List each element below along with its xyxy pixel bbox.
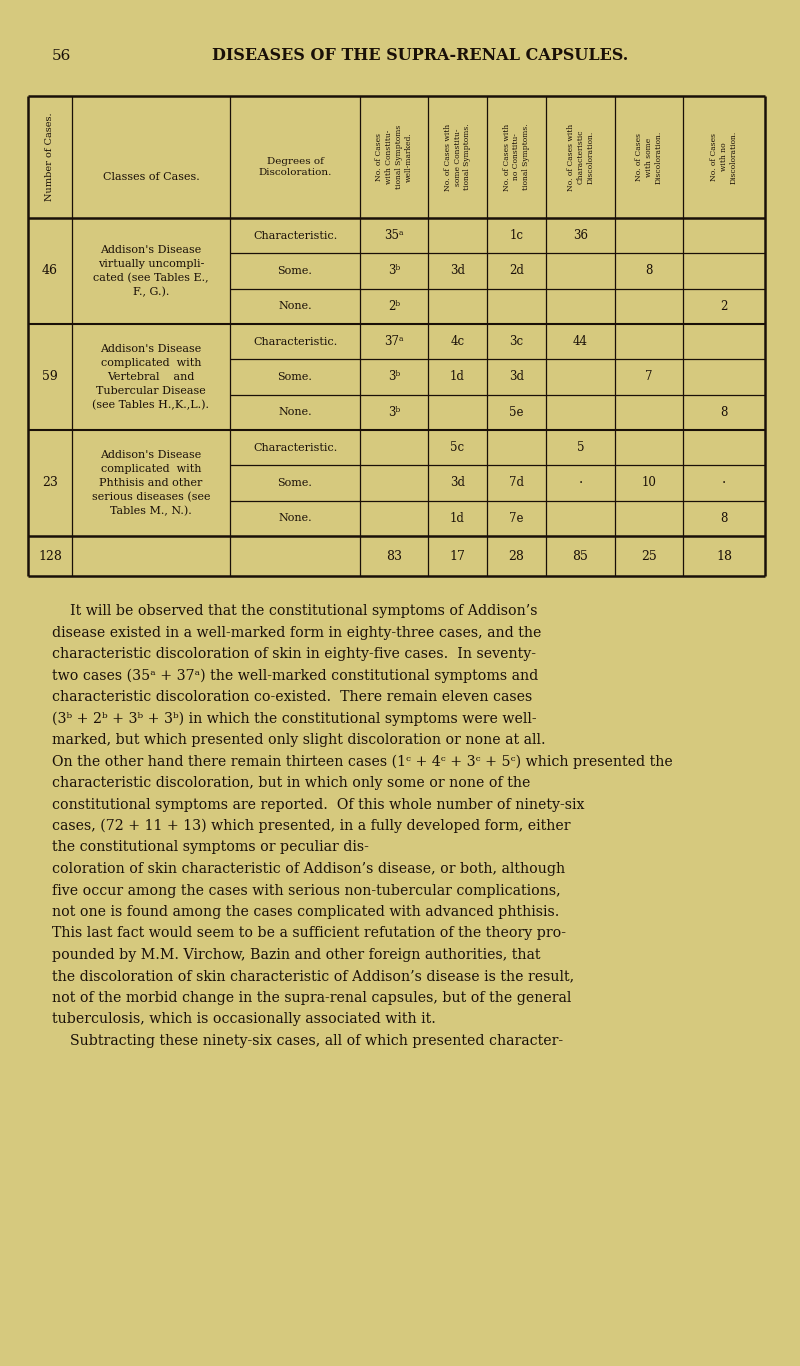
Text: Addison's Disease: Addison's Disease (100, 449, 202, 460)
Text: the discoloration of skin characteristic of Addison’s disease is the result,: the discoloration of skin characteristic… (52, 970, 574, 984)
Text: ·: · (578, 475, 582, 490)
Text: 1d: 1d (450, 512, 465, 525)
Text: 1c: 1c (510, 229, 523, 242)
Text: 10: 10 (642, 477, 657, 489)
Text: Characteristic.: Characteristic. (253, 443, 337, 452)
Text: 8: 8 (720, 512, 728, 525)
Text: 5e: 5e (510, 406, 524, 419)
Text: 36: 36 (573, 229, 588, 242)
Text: five occur among the cases with serious non-tubercular complications,: five occur among the cases with serious … (52, 884, 561, 897)
Text: 83: 83 (386, 549, 402, 563)
Text: No. of Cases
with some
Discoloration.: No. of Cases with some Discoloration. (635, 130, 662, 183)
Text: Tubercular Disease: Tubercular Disease (96, 387, 206, 396)
Text: Some.: Some. (278, 266, 313, 276)
Text: Some.: Some. (278, 478, 313, 488)
Text: No. of Cases with
some Constitu-
tional Symptoms.: No. of Cases with some Constitu- tional … (444, 123, 471, 191)
Text: 5c: 5c (450, 441, 465, 454)
Text: 4c: 4c (450, 335, 465, 348)
Text: 18: 18 (716, 549, 732, 563)
Text: 37ᵃ: 37ᵃ (384, 335, 404, 348)
Text: Number of Cases.: Number of Cases. (46, 112, 54, 201)
Text: On the other hand there remain thirteen cases (1ᶜ + 4ᶜ + 3ᶜ + 5ᶜ) which presente: On the other hand there remain thirteen … (52, 754, 673, 769)
Text: 17: 17 (450, 549, 466, 563)
Text: 44: 44 (573, 335, 588, 348)
Text: None.: None. (278, 302, 312, 311)
Text: Degrees of
Discoloration.: Degrees of Discoloration. (258, 157, 332, 178)
Text: ·: · (722, 475, 726, 490)
Text: marked, but which presented only slight discoloration or none at all.: marked, but which presented only slight … (52, 734, 546, 747)
Text: It will be observed that the constitutional symptoms of Addison’s: It will be observed that the constitutio… (52, 604, 538, 617)
Text: Subtracting these ninety-six cases, all of which presented character-: Subtracting these ninety-six cases, all … (52, 1034, 563, 1048)
Text: 28: 28 (509, 549, 525, 563)
Text: characteristic discoloration of skin in eighty-five cases.  In seventy-: characteristic discoloration of skin in … (52, 647, 536, 661)
Text: DISEASES OF THE SUPRA-RENAL CAPSULES.: DISEASES OF THE SUPRA-RENAL CAPSULES. (212, 48, 628, 64)
Text: the constitutional symptoms or peculiar dis-: the constitutional symptoms or peculiar … (52, 840, 369, 855)
Text: No. of Cases with
no Constitu-
tional Symptoms.: No. of Cases with no Constitu- tional Sy… (502, 123, 530, 191)
Text: two cases (35ᵃ + 37ᵃ) the well-marked constitutional symptoms and: two cases (35ᵃ + 37ᵃ) the well-marked co… (52, 668, 538, 683)
Text: Vertebral    and: Vertebral and (107, 372, 194, 382)
Text: tuberculosis, which is occasionally associated with it.: tuberculosis, which is occasionally asso… (52, 1012, 436, 1026)
Text: 85: 85 (573, 549, 589, 563)
Text: 8: 8 (646, 265, 653, 277)
Text: 2ᵇ: 2ᵇ (388, 299, 400, 313)
Text: cases, (72 + 11 + 13) which presented, in a fully developed form, either: cases, (72 + 11 + 13) which presented, i… (52, 820, 570, 833)
Text: No. of Cases with
Characteristic
Discoloration.: No. of Cases with Characteristic Discolo… (566, 123, 594, 191)
Text: cated (see Tables E.,: cated (see Tables E., (93, 273, 209, 283)
Text: constitutional symptoms are reported.  Of this whole number of ninety-six: constitutional symptoms are reported. Of… (52, 798, 585, 811)
Text: 7d: 7d (509, 477, 524, 489)
Text: 5: 5 (577, 441, 584, 454)
Text: 2d: 2d (509, 265, 524, 277)
Text: Some.: Some. (278, 372, 313, 382)
Text: 7: 7 (646, 370, 653, 384)
Text: 3d: 3d (450, 265, 465, 277)
Text: 7e: 7e (510, 512, 524, 525)
Text: (see Tables H.,K.,L.).: (see Tables H.,K.,L.). (93, 400, 210, 410)
Text: Characteristic.: Characteristic. (253, 336, 337, 347)
Text: None.: None. (278, 407, 312, 418)
Text: complicated  with: complicated with (101, 464, 202, 474)
Text: No. of Cases
with Constitu-
tional Symptoms
well-marked.: No. of Cases with Constitu- tional Sympt… (375, 124, 413, 189)
Text: 3d: 3d (450, 477, 465, 489)
Text: 3d: 3d (509, 370, 524, 384)
Text: 46: 46 (42, 265, 58, 277)
Text: serious diseases (see: serious diseases (see (92, 492, 210, 503)
Text: This last fact would seem to be a sufficient refutation of the theory pro-: This last fact would seem to be a suffic… (52, 926, 566, 941)
Text: 35ᵃ: 35ᵃ (384, 229, 404, 242)
Text: 1d: 1d (450, 370, 465, 384)
Text: 3c: 3c (510, 335, 523, 348)
Text: 59: 59 (42, 370, 58, 384)
Text: 2: 2 (720, 299, 728, 313)
Text: coloration of skin characteristic of Addison’s disease, or both, although: coloration of skin characteristic of Add… (52, 862, 565, 876)
Text: Addison's Disease: Addison's Disease (100, 344, 202, 354)
Text: disease existed in a well-marked form in eighty-three cases, and the: disease existed in a well-marked form in… (52, 626, 542, 639)
Text: not one is found among the cases complicated with advanced phthisis.: not one is found among the cases complic… (52, 906, 559, 919)
Text: 3ᵇ: 3ᵇ (388, 406, 400, 419)
Text: Characteristic.: Characteristic. (253, 231, 337, 240)
Text: No. of Cases
with no
Discoloration.: No. of Cases with no Discoloration. (710, 130, 738, 183)
Text: F., G.).: F., G.). (133, 287, 169, 298)
Text: characteristic discoloration co-existed.  There remain eleven cases: characteristic discoloration co-existed.… (52, 690, 532, 703)
Text: (3ᵇ + 2ᵇ + 3ᵇ + 3ᵇ) in which the constitutional symptoms were well-: (3ᵇ + 2ᵇ + 3ᵇ + 3ᵇ) in which the constit… (52, 712, 537, 725)
Text: None.: None. (278, 514, 312, 523)
Text: 56: 56 (52, 49, 71, 63)
Text: Addison's Disease: Addison's Disease (100, 245, 202, 255)
Text: characteristic discoloration, but in which only some or none of the: characteristic discoloration, but in whi… (52, 776, 530, 790)
Text: 3ᵇ: 3ᵇ (388, 370, 400, 384)
Text: 23: 23 (42, 477, 58, 489)
Text: not of the morbid change in the supra-renal capsules, but of the general: not of the morbid change in the supra-re… (52, 990, 571, 1005)
Text: Classes of Cases.: Classes of Cases. (102, 172, 199, 182)
Text: virtually uncompli-: virtually uncompli- (98, 260, 204, 269)
Text: 8: 8 (720, 406, 728, 419)
Text: Tables M., N.).: Tables M., N.). (110, 505, 192, 516)
Text: 25: 25 (641, 549, 657, 563)
Text: pounded by M.M. Virchow, Bazin and other foreign authorities, that: pounded by M.M. Virchow, Bazin and other… (52, 948, 541, 962)
Text: 3ᵇ: 3ᵇ (388, 265, 400, 277)
Text: 128: 128 (38, 549, 62, 563)
Text: Phthisis and other: Phthisis and other (99, 478, 202, 488)
Text: complicated  with: complicated with (101, 358, 202, 367)
